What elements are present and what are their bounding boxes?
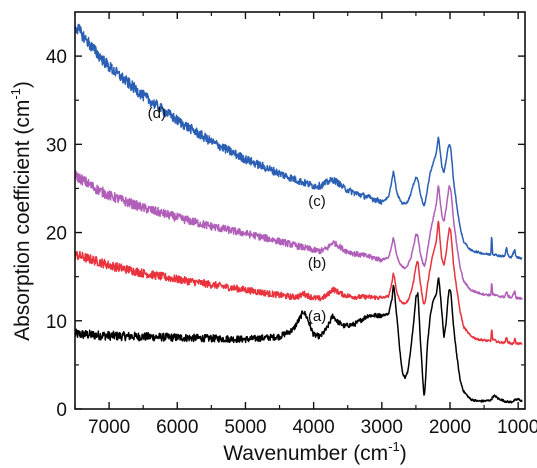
axis-tick-labels: 7000 6000 5000 4000 3000 2000 1000 0 10 20 30 40 bbox=[46, 47, 537, 438]
series-line-3 bbox=[74, 170, 523, 300]
y-tick-label: 10 bbox=[46, 312, 67, 333]
y-tick-label: 20 bbox=[46, 224, 67, 245]
series-line-4 bbox=[74, 23, 523, 260]
x-tick-label: 7000 bbox=[88, 417, 130, 438]
x-tick-label: 6000 bbox=[156, 417, 198, 438]
x-axis-title: Wavenumber (cm-1) bbox=[223, 439, 407, 465]
axis-ticks bbox=[74, 12, 525, 410]
x-tick-label: 1000 bbox=[497, 417, 537, 438]
y-axis-title: Absorption coefficient (cm-1) bbox=[8, 81, 34, 341]
series-label: (a) bbox=[308, 308, 326, 325]
y-tick-label: 0 bbox=[56, 400, 67, 421]
y-tick-label: 30 bbox=[46, 135, 67, 156]
x-tick-label: 5000 bbox=[224, 417, 266, 438]
series-label: (b) bbox=[308, 255, 326, 272]
x-tick-label: 2000 bbox=[429, 417, 471, 438]
x-tick-label: 3000 bbox=[361, 417, 403, 438]
plot-frame bbox=[74, 11, 526, 410]
series-label: (c) bbox=[308, 193, 326, 210]
curves-layer bbox=[74, 23, 523, 404]
series-line-1 bbox=[74, 277, 523, 404]
x-tick-label: 4000 bbox=[292, 417, 334, 438]
y-tick-label: 40 bbox=[46, 47, 67, 68]
series-line-2 bbox=[74, 220, 523, 346]
series-label: (d) bbox=[148, 105, 166, 122]
series-labels: (a) (b) (c) (d) bbox=[148, 105, 327, 325]
